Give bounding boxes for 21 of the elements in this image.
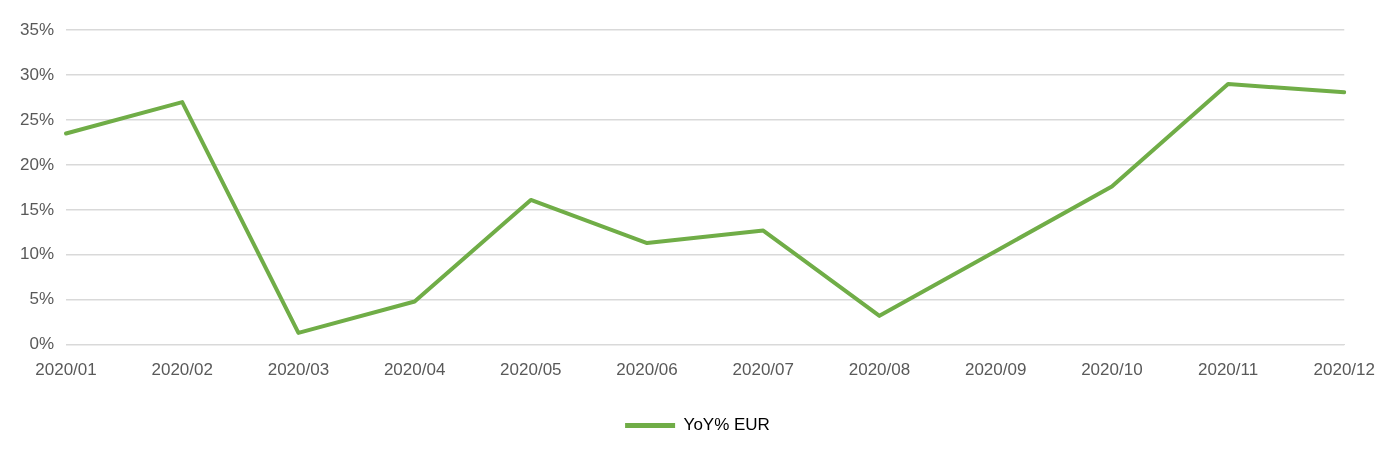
- x-tick-label: 2020/03: [267, 360, 330, 380]
- y-tick-label: 15%: [19, 199, 55, 219]
- x-tick-label: 2020/04: [383, 360, 446, 380]
- y-tick-label: 25%: [19, 109, 55, 129]
- y-tick-label: 30%: [19, 64, 55, 84]
- x-tick-label: 2020/01: [35, 360, 97, 380]
- x-tick-label: 2020/06: [616, 360, 678, 380]
- x-tick-label: 2020/02: [151, 360, 213, 380]
- x-tick-label: 2020/07: [732, 360, 794, 380]
- y-tick-label: 35%: [19, 19, 55, 39]
- y-tick-label: 20%: [19, 154, 55, 174]
- x-tick-label: 2020/11: [1197, 360, 1259, 380]
- legend-label: YoY% EUR: [683, 415, 770, 435]
- y-tick-label: 5%: [29, 289, 55, 309]
- y-tick-label: 0%: [29, 334, 55, 354]
- x-tick-label: 2020/08: [848, 360, 911, 380]
- y-tick-label: 10%: [19, 244, 55, 264]
- x-tick-label: 2020/09: [964, 360, 1027, 380]
- x-tick-label: 2020/05: [500, 360, 562, 380]
- x-tick-label: 2020/10: [1081, 360, 1143, 380]
- x-tick-label: 2020/12: [1313, 360, 1375, 380]
